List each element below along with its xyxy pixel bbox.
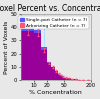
X-axis label: % Concentration: % Concentration [29,90,82,95]
Bar [34,32,41,80]
Bar [34,30,41,32]
Bar [47,63,51,80]
Bar [64,78,68,80]
Title: Voxel Percent vs. Concentration: Voxel Percent vs. Concentration [0,4,100,13]
Bar [68,78,71,80]
Bar [55,71,58,80]
Bar [71,79,73,80]
Bar [62,76,64,80]
Bar [41,50,47,80]
Bar [51,67,55,80]
Bar [20,27,34,31]
Bar [60,75,62,80]
Bar [20,31,34,80]
Bar [58,74,60,80]
Bar [73,79,78,80]
Legend: Single-port Catheter (n = 7), Arborizing Catheter (n = 7): Single-port Catheter (n = 7), Arborizing… [18,16,88,29]
Y-axis label: Percent of Voxels: Percent of Voxels [4,20,9,74]
Bar [47,62,51,63]
Bar [41,47,47,50]
